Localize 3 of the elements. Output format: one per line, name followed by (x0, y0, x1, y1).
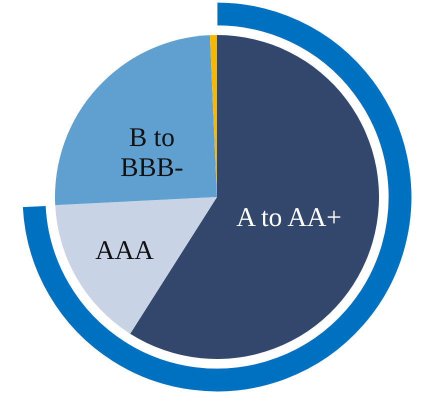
slice-label: AAA (95, 234, 154, 265)
slice-label: B to BBB- (120, 122, 184, 182)
slice-label: A to AA+ (236, 202, 342, 232)
